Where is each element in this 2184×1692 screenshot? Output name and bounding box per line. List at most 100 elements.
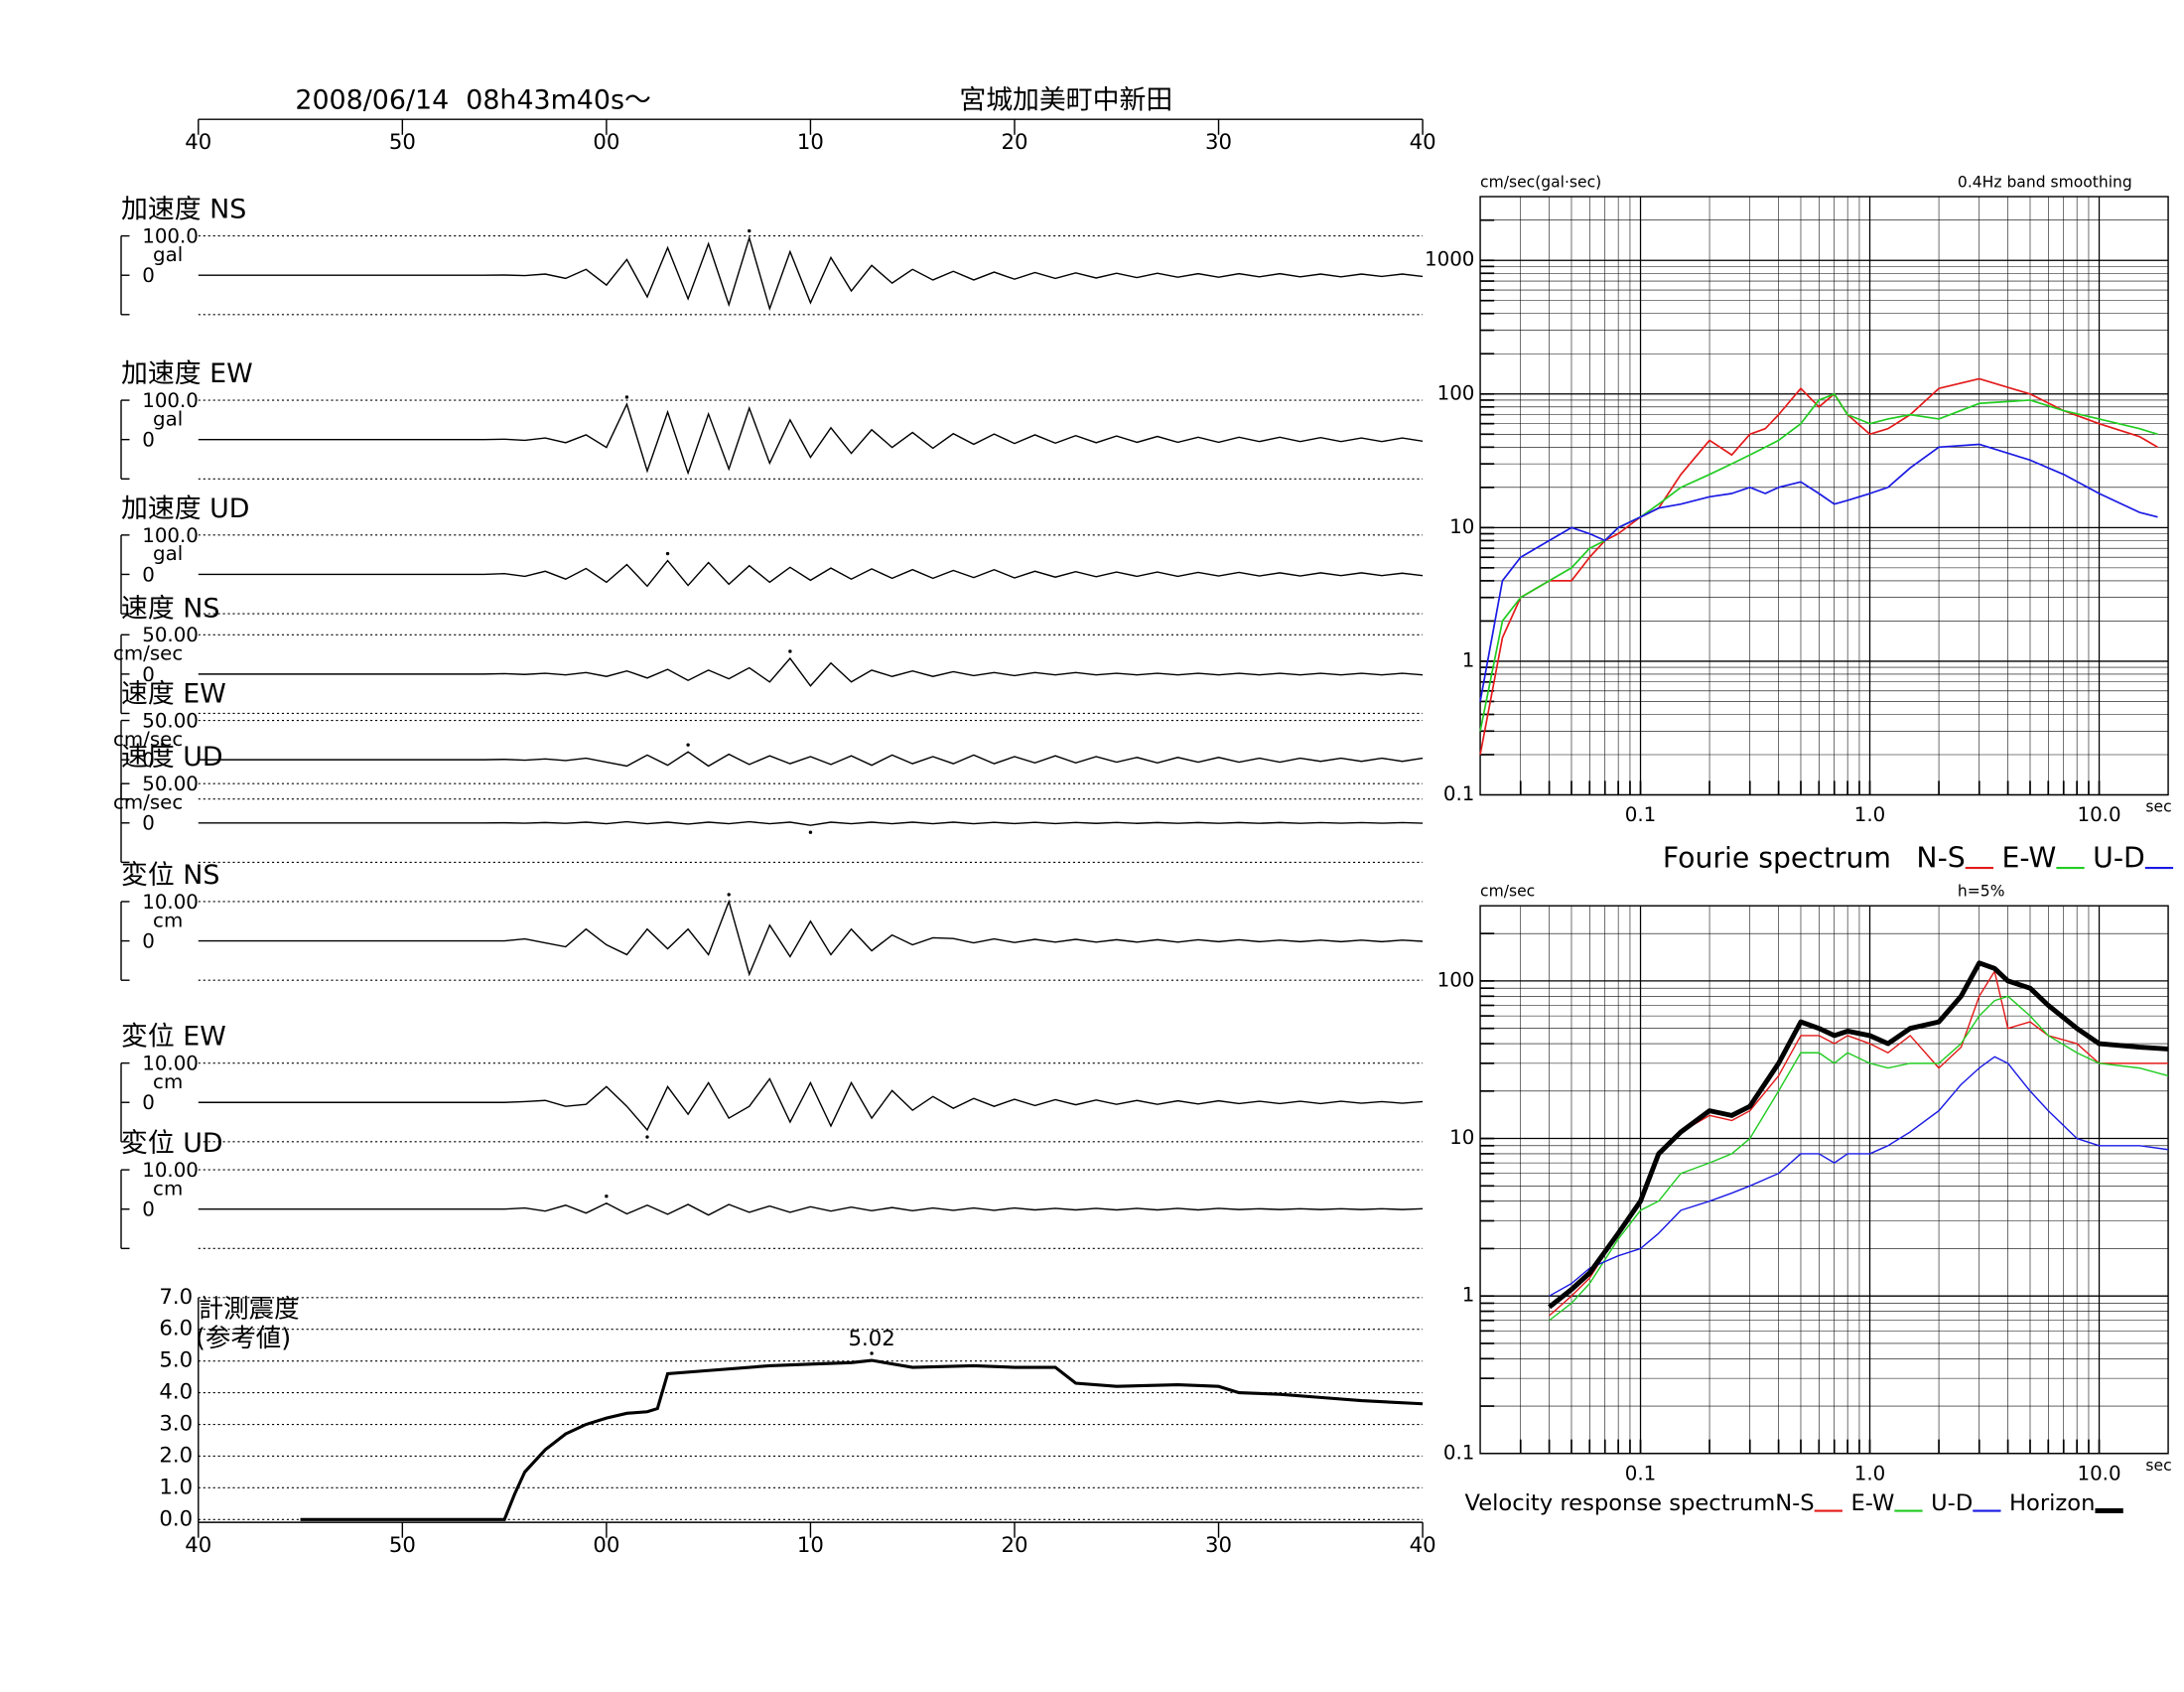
y-tick-label: 10.00 (142, 891, 199, 914)
y-tick-label: 50.00 (142, 624, 199, 646)
waveform-trace (198, 1201, 1424, 1216)
x-tick-label: 10.0 (2077, 803, 2120, 826)
time-tick-label: 40 (1410, 1533, 1436, 1558)
y-tick-label: 0.0 (159, 1506, 193, 1531)
time-tick-label: 30 (1205, 130, 1232, 155)
y-tick-label: 2.0 (159, 1443, 193, 1468)
x-tick-label: 1.0 (1854, 1463, 1885, 1485)
y-tick-label: 100.0 (142, 524, 199, 547)
record-datetime: 2008/06/14 08h43m40s〜 (295, 84, 650, 115)
y-tick-label: 50.00 (142, 773, 199, 795)
y-tick-label: 4.0 (159, 1380, 193, 1405)
time-tick-label: 40 (185, 1533, 211, 1558)
channel-title: 変位 EW (121, 1022, 226, 1053)
legend-label: N-S (1775, 1490, 1814, 1516)
spectrum-line (1479, 392, 2158, 732)
y-tick-label: 0 (142, 1198, 155, 1221)
time-tick-label: 20 (1001, 1533, 1027, 1558)
time-tick-label: 20 (1001, 130, 1027, 155)
station-name: 宮城加美町中新田 (959, 84, 1172, 115)
unit-label: cm (153, 909, 183, 931)
y-tick-label: 50.00 (142, 709, 199, 732)
y-tick-label: 1 (1462, 648, 1475, 671)
chart-note: 0.4Hz band smoothing (1958, 173, 2132, 191)
y-tick-label: 10 (1449, 515, 1474, 538)
peak-dot (605, 1195, 609, 1198)
y-tick-label: 3.0 (159, 1412, 193, 1437)
y-tick-label: 0 (142, 663, 155, 686)
y-tick-label: 0 (142, 1091, 155, 1114)
peak-dot (645, 1135, 649, 1139)
legend-label: E-W (2002, 842, 2057, 875)
legend-label: U-D (1931, 1490, 1973, 1516)
x-tick-label: 10.0 (2077, 1463, 2120, 1485)
y-tick-label: 10.00 (142, 1159, 199, 1182)
peak-dot (870, 1351, 874, 1355)
unit-label: cm (153, 1177, 183, 1199)
time-tick-label: 30 (1205, 1533, 1232, 1558)
waveform-trace (198, 1077, 1424, 1132)
y-tick-label: 6.0 (159, 1317, 193, 1341)
y-tick-label: 0 (142, 812, 155, 835)
y-unit: cm/sec (1480, 883, 1535, 901)
y-tick-label: 10.00 (142, 1053, 199, 1075)
waveform-trace (198, 235, 1424, 312)
waveform-trace (198, 820, 1424, 826)
y-tick-label: 0 (142, 563, 155, 586)
peak-dot (748, 228, 751, 233)
spectrum-line (1549, 1056, 2169, 1297)
x-tick-label: 0.1 (1625, 1463, 1656, 1485)
unit-label: cm/sec (113, 728, 183, 751)
y-tick-label: 10 (1449, 1126, 1474, 1149)
y-tick-label: 1 (1462, 1284, 1475, 1307)
intensity-trace (300, 1358, 1424, 1521)
time-tick-label: 50 (389, 130, 416, 155)
y-unit: cm/sec(gal·sec) (1480, 173, 1601, 191)
y-tick-label: 1.0 (159, 1475, 193, 1499)
waveform-trace (198, 751, 1424, 768)
channel-title: 加速度 EW (121, 358, 253, 389)
legend-title: Fourie spectrum (1663, 842, 1891, 875)
legend-title: Velocity response spectrum (1464, 1490, 1775, 1516)
time-tick-label: 10 (797, 1533, 824, 1558)
legend-label: Horizon (2009, 1490, 2095, 1516)
unit-label: cm (153, 1070, 183, 1093)
x-tick-label: 0.1 (1625, 803, 1656, 826)
y-tick-label: 7.0 (159, 1285, 193, 1310)
chart-note: h=5% (1958, 883, 2005, 901)
chart-subtitle: (参考値) (196, 1324, 291, 1353)
y-tick-label: 100 (1437, 968, 1475, 991)
spectrum-line (1548, 960, 2169, 1310)
time-tick-label: 10 (797, 130, 824, 155)
waveform-trace (198, 559, 1424, 588)
peak-dot (788, 649, 792, 653)
channel-title: 加速度 UD (121, 494, 249, 524)
unit-label: gal (153, 407, 183, 430)
legend-label: N-S (1916, 842, 1965, 875)
legend-label: E-W (1850, 1490, 1894, 1516)
channel-title: 速度 UD (121, 742, 223, 773)
time-tick-label: 00 (593, 130, 619, 155)
y-tick-label: 100.0 (142, 225, 199, 248)
y-tick-label: 5.0 (159, 1348, 193, 1373)
y-tick-label: 0 (142, 930, 155, 953)
y-tick-label: 0 (142, 749, 155, 772)
peak-dot (808, 830, 813, 834)
chart-title: 計測震度 (199, 1295, 300, 1325)
y-tick-label: 100 (1437, 381, 1475, 404)
time-tick-label: 40 (1410, 130, 1436, 155)
peak-dot (624, 395, 629, 399)
spectrum-line (1479, 377, 2158, 756)
channel-title: 変位 NS (121, 860, 219, 891)
waveform-trace (198, 899, 1424, 977)
peak-dot (727, 893, 731, 897)
unit-label: cm/sec (113, 642, 183, 665)
x-unit: sec (2145, 1457, 2171, 1475)
peak-dot (665, 551, 670, 556)
channel-title: 加速度 NS (121, 195, 246, 225)
legend-label: U-D (2093, 842, 2145, 875)
spectrum-line (1479, 443, 2158, 702)
channel-title: 速度 EW (121, 679, 226, 710)
y-tick-label: 100.0 (142, 389, 199, 412)
